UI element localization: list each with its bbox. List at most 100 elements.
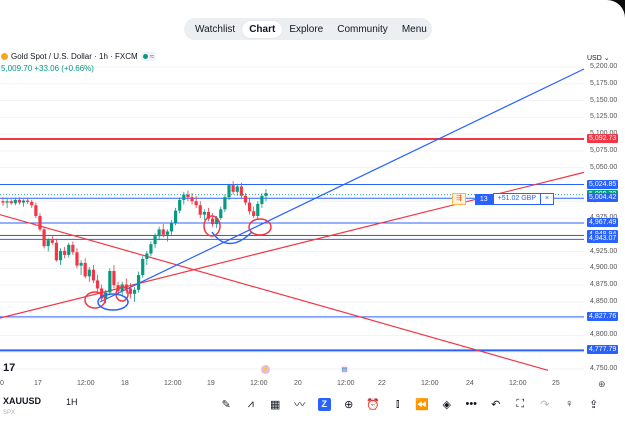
pencil-icon[interactable]: ✎: [221, 398, 231, 411]
tab-watchlist[interactable]: Watchlist: [195, 23, 236, 35]
bottom-symbol[interactable]: XAUUSD: [3, 396, 42, 406]
add-axis-icon[interactable]: ⊕: [598, 379, 606, 389]
indicators-icon[interactable]: ⩘: [247, 397, 254, 410]
tab-explore[interactable]: Explore: [289, 23, 324, 35]
candle-body: [87, 269, 91, 277]
candle-body: [34, 205, 38, 216]
price-level-tag[interactable]: 4,777.79: [587, 345, 619, 355]
candle-body: [243, 195, 248, 203]
time-axis-label: 12:00: [509, 380, 527, 387]
price-axis-label: 4,975.00: [590, 214, 617, 221]
candle-body: [256, 203, 260, 216]
z-label: Z: [317, 397, 331, 411]
candle-body: [124, 284, 128, 289]
tab-chart[interactable]: Chart: [242, 20, 283, 38]
fullscreen-icon[interactable]: ⛶: [516, 397, 525, 410]
more-icon[interactable]: •••: [465, 398, 478, 410]
position-widget[interactable]: ⇶ 13 +51.02 GBP ×: [452, 193, 555, 205]
z-icon[interactable]: Z: [312, 393, 337, 415]
candle-body: [91, 269, 96, 281]
time-axis-label: 12:00: [77, 380, 95, 387]
candle-body: [149, 244, 153, 254]
drawing-icon[interactable]: 〰: [294, 399, 306, 411]
candle-body: [219, 209, 223, 218]
candle-body: [264, 193, 268, 196]
red-circle-annotation: [203, 215, 221, 237]
price-level-tag[interactable]: 5,004.42: [587, 193, 619, 203]
dividend-event-icon[interactable]: ⚡: [261, 365, 270, 374]
wave-icon: ≈: [149, 52, 155, 61]
time-axis-label: 0: [0, 380, 4, 387]
candle-body: [132, 289, 137, 294]
blue-circle-annotation: [97, 293, 129, 311]
time-axis-label: 12:00: [164, 380, 182, 387]
candle-body: [190, 197, 194, 202]
price-level-tag[interactable]: 4,943.07: [587, 234, 619, 244]
red-circle-annotation: [84, 291, 106, 309]
candle-body: [206, 211, 211, 219]
price-level-tag[interactable]: 4,827.76: [587, 311, 619, 321]
blue-arc-annotation: [211, 231, 253, 245]
candle-body: [120, 284, 124, 292]
candle-body: [67, 244, 71, 255]
price-level-tag[interactable]: 4,967.49: [587, 218, 619, 228]
position-quantity[interactable]: 13: [474, 193, 493, 205]
lightbulb-icon[interactable]: ♀: [565, 398, 574, 410]
candle-body: [83, 262, 87, 277]
market-status-badge: ≈: [140, 52, 157, 61]
candle-body: [9, 201, 13, 204]
candle-body: [157, 229, 161, 237]
plus-icon[interactable]: ⊕: [344, 398, 354, 411]
undo-icon[interactable]: ↶: [491, 398, 501, 411]
price-axis-label: 4,925.00: [590, 247, 618, 255]
price-axis-label: 5,150.00: [590, 96, 618, 104]
share-icon[interactable]: ⇪: [589, 398, 599, 411]
layers-icon[interactable]: ◈: [442, 398, 451, 411]
redo-icon[interactable]: ↷: [540, 398, 550, 411]
home-indicator: [240, 425, 390, 429]
price-axis-label: 4,850.00: [590, 297, 618, 305]
candle-body: [108, 271, 112, 293]
price-axis-label: 5,200.00: [590, 63, 618, 70]
time-axis-label: 17: [34, 380, 42, 387]
candles-icon[interactable]: ⫾: [395, 397, 400, 410]
candle-body: [153, 236, 157, 245]
blue-trendline-up: [99, 68, 585, 303]
candle-body: [198, 205, 202, 215]
red-circle-annotation: [248, 218, 272, 236]
currency-label: USD: [587, 55, 602, 62]
price-axis-label: 4,800.00: [590, 331, 618, 339]
position-drag-icon[interactable]: ⇶: [452, 193, 466, 205]
symbol-header[interactable]: Gold Spot / U.S. Dollar · 1h · FXCM ≈: [1, 52, 157, 61]
tab-community[interactable]: Community: [337, 23, 388, 35]
alarm-icon[interactable]: ⏰: [366, 398, 381, 411]
candle-body: [75, 252, 79, 266]
price-axis-label: 5,100.00: [590, 130, 617, 137]
candle-body: [161, 229, 165, 235]
candle-body: [210, 218, 215, 225]
grid-icon[interactable]: ▦: [270, 398, 281, 411]
currency-selector[interactable]: USD ⌄: [587, 54, 610, 62]
interval-selector[interactable]: 1H: [66, 397, 78, 407]
price-axis-label: 4,875.00: [590, 281, 618, 289]
bottom-toolbar: ✎ ⩘ ▦ 〰 Z ⊕ ⏰ ⫾ ⏪ ◈ ••• ↶ ⛶ ↷ ♀ ⇪: [214, 393, 606, 415]
candle-body: [30, 201, 34, 206]
price-change: 5,009.70 +33.06 (+0.66%): [1, 64, 94, 73]
candle-body: [5, 201, 9, 203]
price-level-tag[interactable]: 5,024.85: [587, 179, 619, 189]
bottom-sub-label: SPX: [3, 410, 16, 416]
close-position-button[interactable]: ×: [541, 193, 555, 205]
candle-body: [169, 222, 174, 232]
price-level-tag[interactable]: 5,092.73: [587, 133, 619, 143]
tab-menu[interactable]: Menu: [401, 23, 427, 35]
candle-body: [186, 194, 190, 198]
price-axis-label: 4,900.00: [590, 264, 618, 272]
replay-icon[interactable]: ⏪: [415, 398, 430, 411]
candle-body: [178, 199, 182, 211]
candle-body: [194, 201, 198, 206]
time-axis-label: 12:00: [250, 380, 268, 387]
tradingview-logo: 17: [3, 362, 16, 374]
us-flag-event-icon[interactable]: ▤: [340, 365, 349, 374]
